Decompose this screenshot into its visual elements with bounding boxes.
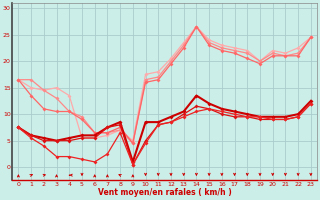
X-axis label: Vent moyen/en rafales ( km/h ): Vent moyen/en rafales ( km/h ) — [98, 188, 231, 197]
